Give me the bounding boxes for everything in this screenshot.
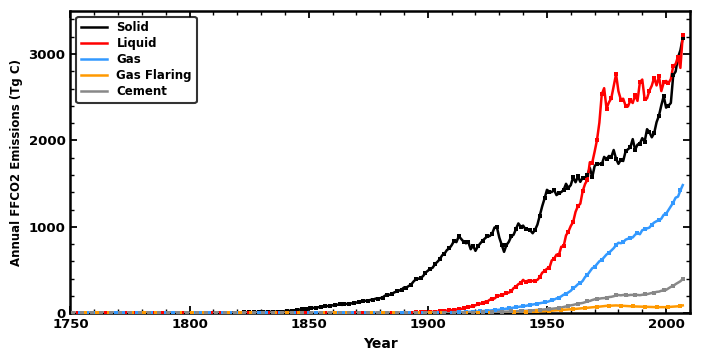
Gas [321, 311, 329, 315]
Solid [679, 36, 687, 40]
Line: Cement: Cement [73, 279, 683, 313]
Gas Flaring [612, 303, 620, 307]
Liquid [321, 311, 329, 315]
Liquid [395, 311, 403, 315]
Cement [130, 311, 139, 315]
Cement [264, 311, 272, 315]
Liquid [68, 311, 77, 315]
Line: Liquid: Liquid [73, 35, 683, 313]
Gas Flaring [233, 311, 241, 315]
Solid [264, 310, 272, 314]
Liquid [233, 311, 241, 315]
Solid [130, 311, 139, 315]
Gas Flaring [679, 303, 687, 307]
Gas Flaring [395, 311, 403, 315]
Cement [679, 277, 687, 281]
Gas Flaring [390, 311, 398, 315]
Legend: Solid, Liquid, Gas, Gas Flaring, Cement: Solid, Liquid, Gas, Gas Flaring, Cement [76, 17, 196, 103]
Solid [390, 290, 398, 294]
Cement [233, 311, 241, 315]
Gas Flaring [321, 311, 329, 315]
Gas Flaring [130, 311, 139, 315]
Solid [68, 311, 77, 315]
Gas Flaring [68, 311, 77, 315]
Cement [321, 311, 329, 315]
Gas [395, 311, 403, 315]
Liquid [130, 311, 139, 315]
Gas [679, 183, 687, 187]
Cement [390, 311, 398, 315]
Liquid [390, 311, 398, 315]
Gas [233, 311, 241, 315]
X-axis label: Year: Year [363, 337, 398, 351]
Solid [395, 288, 403, 293]
Liquid [264, 311, 272, 315]
Gas [390, 311, 398, 315]
Line: Solid: Solid [73, 38, 683, 313]
Line: Gas Flaring: Gas Flaring [73, 305, 683, 313]
Solid [233, 310, 241, 315]
Gas [264, 311, 272, 315]
Y-axis label: Annual FFCO2 Emissions (Tg C): Annual FFCO2 Emissions (Tg C) [10, 58, 23, 266]
Line: Gas: Gas [73, 185, 683, 313]
Cement [395, 311, 403, 315]
Gas Flaring [264, 311, 272, 315]
Gas [68, 311, 77, 315]
Solid [321, 304, 329, 309]
Liquid [679, 32, 687, 37]
Gas [130, 311, 139, 315]
Cement [68, 311, 77, 315]
